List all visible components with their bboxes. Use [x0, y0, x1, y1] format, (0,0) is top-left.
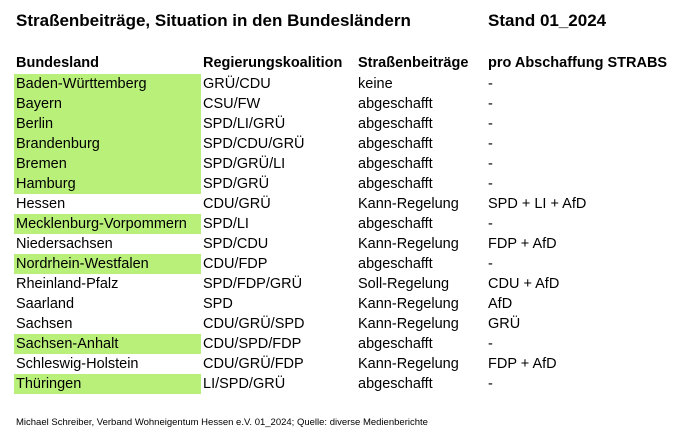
cell-fees: keine — [358, 76, 393, 92]
page-title: Straßenbeiträge, Situation in den Bundes… — [16, 11, 411, 30]
table-row: Hamburg SPD/GRÜ abgeschafft - — [14, 174, 674, 194]
cell-coalition: SPD/GRÜ/LI — [203, 156, 286, 172]
cell-coalition: GRÜ/CDU — [203, 76, 271, 92]
cell-fees: abgeschafft — [358, 376, 433, 392]
cell-fees: abgeschafft — [358, 96, 433, 112]
states-table: Bundesland Regierungskoalition Straßenbe… — [14, 52, 674, 394]
cell-pro-abolition: FDP + AfD — [488, 356, 557, 372]
cell-state: Niedersachsen — [16, 236, 113, 252]
table-row: Sachsen CDU/GRÜ/SPD Kann-Regelung GRÜ — [14, 314, 674, 334]
cell-coalition: CDU/SPD/FDP — [203, 336, 302, 352]
cell-coalition: SPD/LI/GRÜ — [203, 116, 286, 132]
cell-pro-abolition: - — [488, 76, 493, 92]
column-header-coalition: Regierungskoalition — [203, 55, 343, 71]
cell-coalition: CDU/GRÜ — [203, 196, 271, 212]
cell-pro-abolition: AfD — [488, 296, 513, 312]
cell-state: Hessen — [16, 196, 66, 212]
cell-pro-abolition: FDP + AfD — [488, 236, 557, 252]
cell-state: Baden-Württemberg — [14, 74, 201, 94]
table-row: Niedersachsen SPD/CDU Kann-Regelung FDP + A… — [14, 234, 674, 254]
table-row: Saarland SPD Kann-Regelung AfD — [14, 294, 674, 314]
cell-coalition: SPD/CDU — [203, 236, 269, 252]
cell-fees: abgeschafft — [358, 136, 433, 152]
cell-pro-abolition: - — [488, 156, 493, 172]
table-header-row: Bundesland Regierungskoalition Straßenbe… — [14, 52, 674, 74]
cell-pro-abolition: - — [488, 136, 493, 152]
cell-fees: abgeschafft — [358, 116, 433, 132]
cell-state: Bremen — [14, 154, 201, 174]
table-row: Nordrhein-Westfalen CDU/FDP abgeschafft - — [14, 254, 674, 274]
cell-coalition: SPD/LI — [203, 216, 249, 232]
cell-fees: abgeschafft — [358, 216, 433, 232]
table-row: Schleswig-Holstein CDU/GRÜ/FDP Kann-Regelu… — [14, 354, 674, 374]
cell-state: Sachsen — [16, 316, 73, 332]
cell-fees: Kann-Regelung — [358, 236, 459, 252]
cell-fees: abgeschafft — [358, 176, 433, 192]
cell-fees: Kann-Regelung — [358, 356, 459, 372]
cell-fees: Soll-Regelung — [358, 276, 450, 292]
cell-state: Berlin — [14, 114, 201, 134]
table-row: Sachsen-Anhalt CDU/SPD/FDP abgeschafft - — [14, 334, 674, 354]
cell-coalition: CDU/GRÜ/FDP — [203, 356, 304, 372]
cell-fees: abgeschafft — [358, 336, 433, 352]
cell-pro-abolition: - — [488, 96, 493, 112]
cell-pro-abolition: - — [488, 336, 493, 352]
cell-state: Bayern — [14, 94, 201, 114]
cell-state: Hamburg — [14, 174, 201, 194]
cell-state: Schleswig-Holstein — [16, 356, 139, 372]
cell-fees: abgeschafft — [358, 156, 433, 172]
cell-pro-abolition: - — [488, 116, 493, 132]
cell-coalition: CDU/FDP — [203, 256, 268, 272]
cell-coalition: SPD/GRÜ — [203, 176, 270, 192]
cell-fees: abgeschafft — [358, 256, 433, 272]
cell-coalition: LI/SPD/GRÜ — [203, 376, 286, 392]
cell-pro-abolition: - — [488, 216, 493, 232]
cell-pro-abolition: - — [488, 176, 493, 192]
table-row: Brandenburg SPD/CDU/GRÜ abgeschafft - — [14, 134, 674, 154]
cell-pro-abolition: - — [488, 376, 493, 392]
table-row: Berlin SPD/LI/GRÜ abgeschafft - — [14, 114, 674, 134]
cell-fees: Kann-Regelung — [358, 316, 459, 332]
table-row: Mecklenburg-Vorpommern SPD/LI abgeschafft … — [14, 214, 674, 234]
cell-state: Saarland — [16, 296, 75, 312]
cell-state: Nordrhein-Westfalen — [14, 254, 201, 274]
cell-state: Thüringen — [14, 374, 201, 394]
table-row: Bremen SPD/GRÜ/LI abgeschafft - — [14, 154, 674, 174]
column-header-state: Bundesland — [16, 55, 99, 71]
table-row: Bayern CSU/FW abgeschafft - — [14, 94, 674, 114]
cell-state: Rheinland-Pfalz — [16, 276, 119, 292]
cell-coalition: SPD/FDP/GRÜ — [203, 276, 303, 292]
cell-coalition: SPD — [203, 296, 233, 312]
cell-state: Brandenburg — [14, 134, 201, 154]
cell-pro-abolition: SPD + LI + AfD — [488, 196, 587, 212]
source-footnote: Michael Schreiber, Verband Wohneigentum … — [16, 417, 428, 428]
cell-state: Mecklenburg-Vorpommern — [14, 214, 201, 234]
cell-pro-abolition: - — [488, 256, 493, 272]
cell-state: Sachsen-Anhalt — [14, 334, 201, 354]
table-row: Rheinland-Pfalz SPD/FDP/GRÜ Soll-Regelung C… — [14, 274, 674, 294]
cell-coalition: CSU/FW — [203, 96, 261, 112]
table-row: Thüringen LI/SPD/GRÜ abgeschafft - — [14, 374, 674, 394]
cell-coalition: CDU/GRÜ/SPD — [203, 316, 305, 332]
table-row: Hessen CDU/GRÜ Kann-Regelung SPD + LI + AfD — [14, 194, 674, 214]
cell-pro-abolition: GRÜ — [488, 316, 521, 332]
cell-fees: Kann-Regelung — [358, 296, 459, 312]
cell-coalition: SPD/CDU/GRÜ — [203, 136, 305, 152]
status-date: Stand 01_2024 — [488, 11, 607, 30]
column-header-pro-abolition: pro Abschaffung STRABS — [488, 55, 668, 71]
cell-fees: Kann-Regelung — [358, 196, 459, 212]
table-row: Baden-Württemberg GRÜ/CDU keine - — [14, 74, 674, 94]
column-header-fees: Straßenbeiträge — [358, 55, 469, 71]
cell-pro-abolition: CDU + AfD — [488, 276, 560, 292]
